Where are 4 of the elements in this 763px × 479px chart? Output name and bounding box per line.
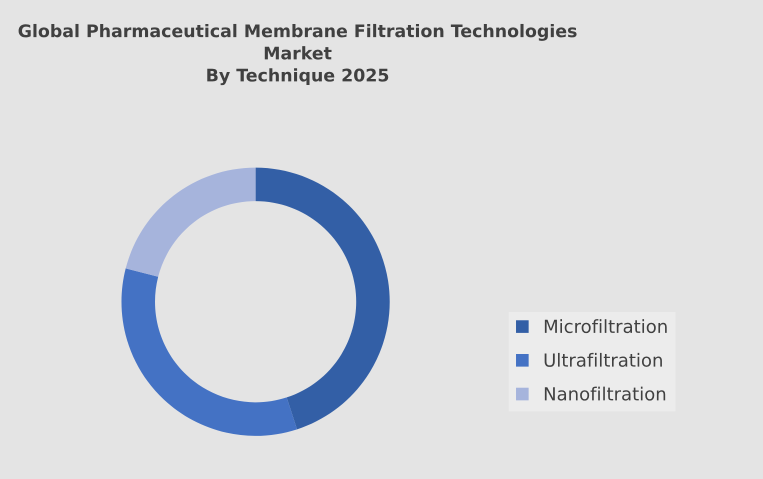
legend-label: Microfiltration: [544, 319, 667, 334]
chart-title: Global Pharmaceutical Membrane Filtration Technologies Market By Technique 2025: [18, 24, 577, 86]
legend-label: Nanofiltration: [544, 386, 666, 401]
legend-label: Ultrafiltration: [544, 352, 662, 367]
